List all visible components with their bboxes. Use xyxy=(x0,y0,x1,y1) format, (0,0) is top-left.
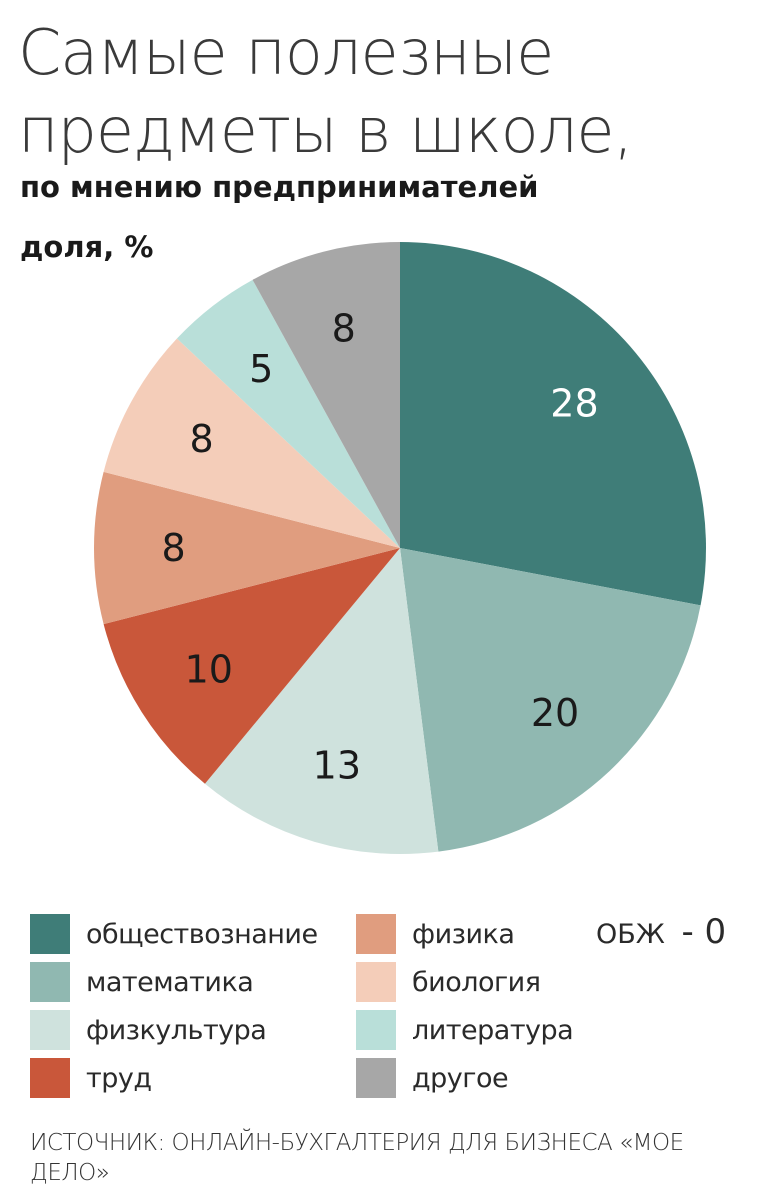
chart-subtitle: по мнению предпринимателей xyxy=(20,170,539,204)
pie-slice-value-label: 13 xyxy=(313,743,361,787)
pie-slice-value-label: 5 xyxy=(249,347,273,391)
pie-slice-value-label: 20 xyxy=(531,691,579,735)
pie-slice-2 xyxy=(400,548,701,852)
pie-slice-value-label: 8 xyxy=(189,417,213,461)
pie-slice-5 xyxy=(94,471,400,625)
obzh-value: - 0 xyxy=(681,912,727,952)
pie-slice-value-label: 10 xyxy=(185,647,233,691)
chart-title: Самые полезные предметы в школе, xyxy=(18,16,633,167)
pie-slice-4 xyxy=(103,548,400,784)
pie-slice-value-label: 28 xyxy=(550,382,598,426)
pie-slice-8 xyxy=(252,242,400,548)
pie-slice-6 xyxy=(103,338,400,548)
obzh-label: ОБЖ xyxy=(596,919,665,950)
pie-slice-value-label: 8 xyxy=(332,307,356,351)
source-note: ИСТОЧНИК: ОНЛАЙН-БУХГАЛТЕРИЯ ДЛЯ БИЗНЕСА… xyxy=(30,1130,684,1186)
obzh-note: ОБЖ - 0 xyxy=(596,912,726,952)
pie-slice-value-label: 8 xyxy=(161,526,185,570)
pie-slice-1 xyxy=(400,242,707,606)
pie-slice-7 xyxy=(176,279,400,548)
chart-unit-label: доля, % xyxy=(20,230,154,264)
pie-slice-3 xyxy=(204,548,439,854)
